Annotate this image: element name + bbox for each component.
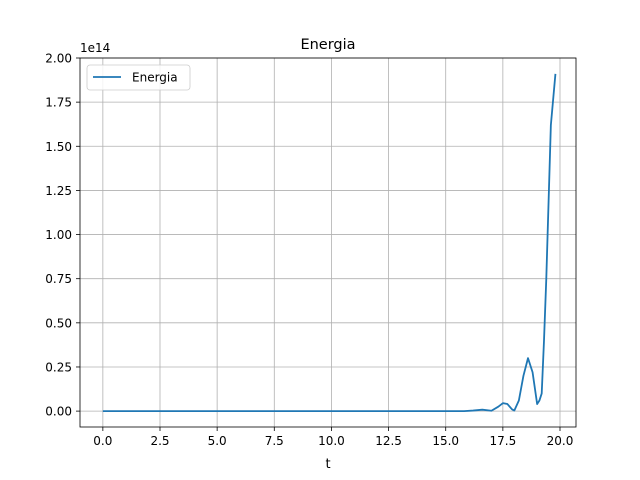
plot-frame (79, 57, 577, 428)
x-tick-label: 10.0 (318, 434, 345, 448)
y-offset-text: 1e14 (80, 41, 110, 55)
legend-box (86, 64, 191, 91)
x-tick-label: 15.0 (432, 434, 459, 448)
y-tick-label: 1.25 (45, 184, 72, 198)
x-tick-label: 5.0 (208, 434, 227, 448)
x-tick-label: 20.0 (547, 434, 574, 448)
series-line-energia (102, 73, 557, 413)
x-tick-label: 0.0 (93, 434, 112, 448)
x-tick-label: 12.5 (375, 434, 402, 448)
x-tick-label: 7.5 (265, 434, 284, 448)
x-axis-ticks: 0.0 2.5 5.0 7.5 10.0 12.5 15.0 17.5 20.0 (93, 427, 573, 448)
y-tick-label: 1.00 (45, 228, 72, 242)
y-tick-label: 1.50 (45, 140, 72, 154)
legend-label: Energia (132, 71, 178, 85)
y-tick-label: 0.00 (45, 405, 72, 419)
series-layer (102, 73, 557, 413)
y-tick-label: 1.75 (45, 96, 72, 110)
x-axis-label: t (325, 457, 330, 472)
x-tick-label: 2.5 (150, 434, 169, 448)
y-axis-ticks: 0.00 0.25 0.50 0.75 1.00 1.25 1.50 1.75 2.00 (45, 52, 80, 419)
y-tick-label: 2.00 (45, 52, 72, 66)
y-tick-label: 0.75 (45, 272, 72, 286)
x-tick-label: 17.5 (489, 434, 516, 448)
y-tick-label: 0.25 (45, 360, 72, 374)
legend: Energia (86, 64, 191, 91)
chart-title: Energia (300, 37, 355, 53)
y-tick-label: 0.50 (45, 316, 72, 330)
